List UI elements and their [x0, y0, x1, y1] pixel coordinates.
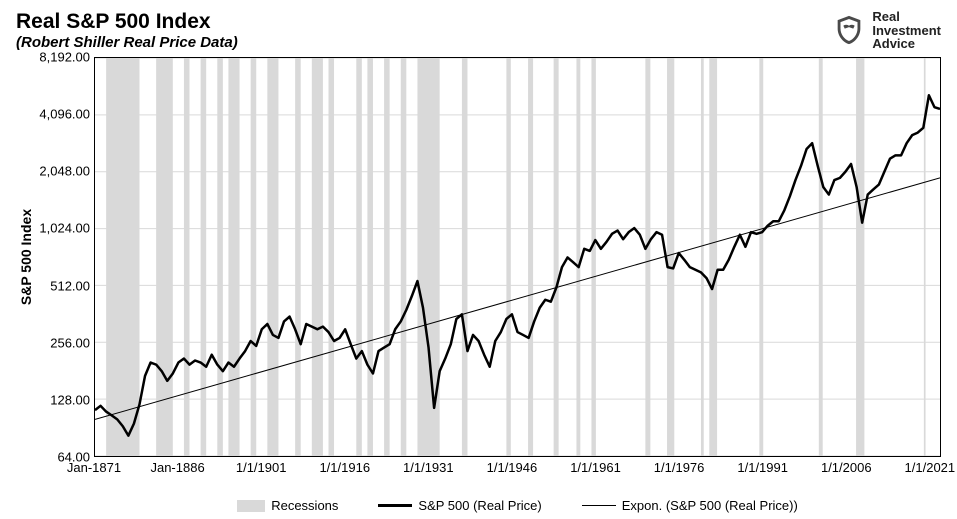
brand-line1: Real: [872, 10, 941, 24]
y-tick-label: 2,048.00: [39, 164, 90, 179]
legend-item-recessions: Recessions: [237, 498, 338, 513]
recession-swatch-icon: [237, 500, 265, 512]
recession-band: [184, 58, 190, 456]
x-tick-label: Jan-1871: [67, 460, 121, 475]
recession-band: [701, 58, 704, 456]
recession-band: [667, 58, 674, 456]
brand-line3: Advice: [872, 37, 941, 51]
chart-title: Real S&P 500 Index: [16, 10, 238, 34]
recession-band: [217, 58, 223, 456]
x-tick-label: 1/1/1916: [319, 460, 370, 475]
brand-logo: Real Investment Advice: [832, 10, 941, 51]
recession-band: [709, 58, 717, 456]
legend-label: S&P 500 (Real Price): [418, 498, 541, 513]
recession-band: [645, 58, 650, 456]
x-tick-label: 1/1/1946: [487, 460, 538, 475]
chart-header: Real S&P 500 Index (Robert Shiller Real …: [16, 10, 941, 51]
brand-text: Real Investment Advice: [872, 10, 941, 51]
chart-container: Real S&P 500 Index (Robert Shiller Real …: [0, 0, 957, 519]
y-tick-label: 1,024.00: [39, 221, 90, 236]
recession-band: [462, 58, 468, 456]
x-tick-label: 1/1/2021: [905, 460, 956, 475]
recession-band: [506, 58, 510, 456]
y-tick-label: 128.00: [50, 392, 90, 407]
x-tick-label: 1/1/1901: [236, 460, 287, 475]
x-tick-label: 1/1/1961: [570, 460, 621, 475]
recession-band: [106, 58, 139, 456]
chart-subtitle: (Robert Shiller Real Price Data): [16, 34, 238, 51]
recession-band: [251, 58, 257, 456]
recession-band: [384, 58, 390, 456]
recession-band: [576, 58, 580, 456]
legend-item-trend: Expon. (S&P 500 (Real Price)): [582, 498, 798, 513]
recession-band: [156, 58, 173, 456]
recession-band: [528, 58, 533, 456]
plot-svg: [95, 58, 940, 456]
recession-band: [328, 58, 334, 456]
recession-band: [201, 58, 207, 456]
y-tick-label: 256.00: [50, 335, 90, 350]
recession-band: [401, 58, 407, 456]
x-tick-label: 1/1/1976: [654, 460, 705, 475]
y-ticks: 64.00128.00256.00512.001,024.002,048.004…: [36, 57, 94, 457]
recession-band: [554, 58, 559, 456]
eagle-shield-icon: [832, 13, 866, 47]
price-swatch-icon: [378, 504, 412, 507]
legend-label: Recessions: [271, 498, 338, 513]
x-tick-label: Jan-1886: [150, 460, 204, 475]
trend-swatch-icon: [582, 505, 616, 506]
y-tick-label: 512.00: [50, 278, 90, 293]
recession-band: [356, 58, 362, 456]
legend: Recessions S&P 500 (Real Price) Expon. (…: [94, 498, 941, 513]
plot-area: [94, 57, 941, 457]
plot-wrap: S&P 500 Index 64.00128.00256.00512.001,0…: [16, 57, 941, 457]
x-ticks: Jan-1871Jan-18861/1/19011/1/19161/1/1931…: [94, 460, 941, 478]
y-axis-label: S&P 500 Index: [18, 209, 34, 305]
recession-band: [819, 58, 823, 456]
recession-band: [228, 58, 239, 456]
legend-item-price: S&P 500 (Real Price): [378, 498, 541, 513]
recession-band: [312, 58, 323, 456]
recession-band: [367, 58, 373, 456]
x-tick-label: 1/1/2006: [821, 460, 872, 475]
brand-line2: Investment: [872, 24, 941, 38]
titles: Real S&P 500 Index (Robert Shiller Real …: [16, 10, 238, 51]
legend-label: Expon. (S&P 500 (Real Price)): [622, 498, 798, 513]
recession-band: [591, 58, 595, 456]
x-tick-label: 1/1/1931: [403, 460, 454, 475]
recession-band: [759, 58, 763, 456]
recession-band: [295, 58, 301, 456]
y-tick-label: 8,192.00: [39, 50, 90, 65]
x-tick-label: 1/1/1991: [737, 460, 788, 475]
y-label-col: S&P 500 Index: [16, 57, 36, 457]
recession-band: [267, 58, 278, 456]
y-tick-label: 4,096.00: [39, 107, 90, 122]
recession-band: [856, 58, 864, 456]
